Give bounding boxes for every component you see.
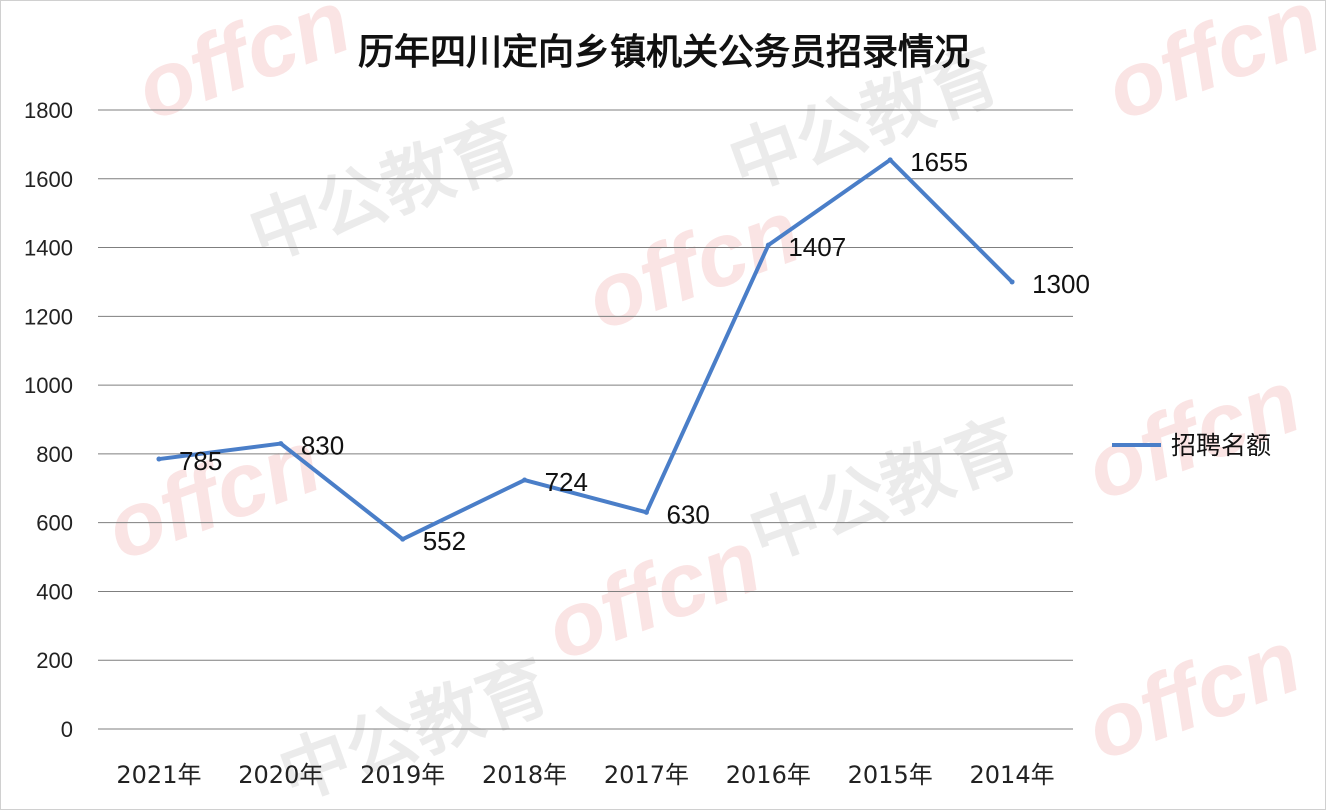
data-label: 1655: [910, 147, 968, 177]
data-label: 830: [301, 431, 344, 461]
data-label: 785: [179, 446, 222, 476]
y-tick-label: 1000: [24, 373, 73, 398]
legend-label: 招聘名额: [1171, 431, 1271, 460]
legend: 招聘名额: [1112, 431, 1271, 460]
y-tick-label: 200: [36, 648, 73, 673]
data-point: [522, 477, 528, 483]
data-point: [765, 242, 771, 248]
x-tick-label: 2015年: [848, 761, 933, 789]
gridlines: [98, 109, 1073, 730]
y-tick-label: 1600: [24, 167, 73, 192]
y-axis: 0 200 400 600 800 1000 1200 1400 1600 1800: [24, 98, 73, 742]
y-tick-label: 0: [61, 717, 73, 742]
y-tick-label: 800: [36, 442, 73, 467]
x-tick-label: 2017年: [604, 761, 689, 789]
y-tick-label: 1800: [24, 98, 73, 123]
series-line: [156, 157, 1015, 542]
data-label: 630: [666, 499, 709, 529]
x-tick-label: 2018年: [482, 761, 567, 789]
watermark-layer: offcnoffcnoffcnoffcnoffcnoffcnoffcn中公教育中…: [94, 1, 1325, 809]
data-label-layer: 785 830 552 724 630 1407 1655 1300: [179, 147, 1090, 556]
x-tick-label: 2021年: [116, 761, 201, 789]
data-point: [400, 536, 406, 542]
watermark-name: 中公教育: [739, 404, 1030, 577]
chart-title: 历年四川定向乡镇机关公务员招录情况: [357, 32, 970, 73]
watermark-logo: offcn: [94, 411, 333, 580]
y-tick-label: 1400: [24, 236, 73, 261]
x-axis: 2021年 2020年 2019年 2018年 2017年 2016年 2015年 2014年: [116, 761, 1054, 789]
x-tick-label: 2014年: [970, 761, 1055, 789]
x-tick-label: 2019年: [360, 761, 445, 789]
data-point: [887, 157, 893, 163]
y-tick-label: 400: [36, 579, 73, 604]
watermark-logo: offcn: [534, 511, 773, 680]
data-label: 1407: [788, 232, 846, 262]
y-tick-label: 1200: [24, 304, 73, 329]
data-point: [156, 456, 162, 462]
data-point: [1009, 279, 1015, 285]
series-layer: [156, 157, 1015, 542]
x-tick-label: 2016年: [726, 761, 811, 789]
data-label: 552: [423, 526, 466, 556]
watermark-logo: offcn: [1074, 611, 1313, 780]
data-label: 1300: [1032, 269, 1090, 299]
data-label: 724: [545, 467, 588, 497]
watermark-name: 中公教育: [239, 104, 530, 277]
data-point: [643, 509, 649, 515]
watermark-logo: offcn: [574, 181, 813, 350]
data-point: [278, 441, 284, 447]
x-tick-label: 2020年: [238, 761, 323, 789]
y-tick-label: 600: [36, 511, 73, 536]
